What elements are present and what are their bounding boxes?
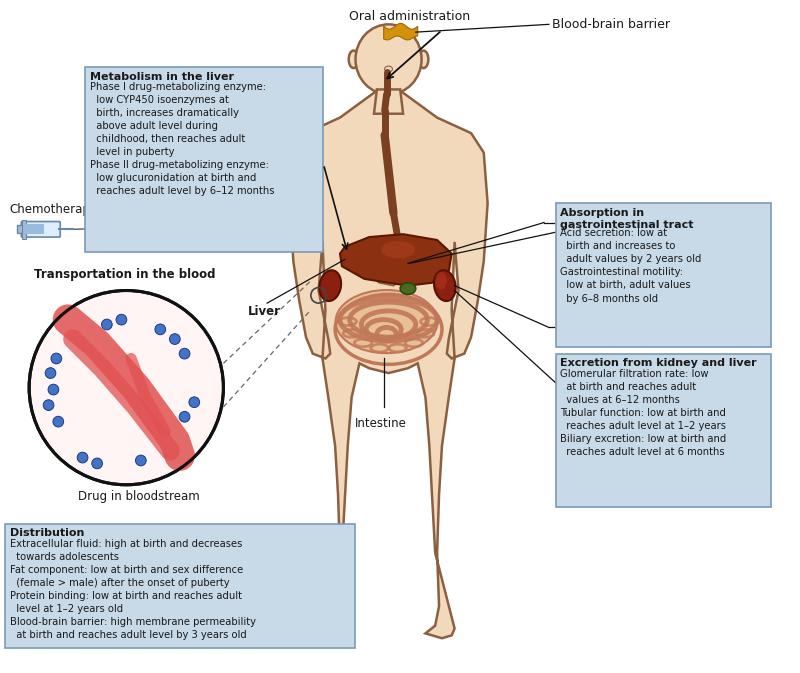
Polygon shape (384, 24, 418, 40)
Ellipse shape (349, 50, 358, 68)
Ellipse shape (435, 272, 447, 289)
Text: Blood-brain barrier: Blood-brain barrier (552, 18, 670, 31)
Text: Oral administration: Oral administration (350, 10, 470, 24)
Circle shape (116, 314, 126, 325)
Bar (24, 225, 44, 234)
Polygon shape (374, 90, 403, 114)
Bar (22, 219, 26, 239)
Circle shape (102, 319, 112, 330)
Text: Acid secretion: low at
  birth and increases to
  adult values by 2 years old
Ga: Acid secretion: low at birth and increas… (561, 228, 702, 304)
Ellipse shape (382, 241, 415, 258)
FancyBboxPatch shape (22, 221, 60, 237)
Ellipse shape (336, 290, 438, 353)
Text: Stomach: Stomach (556, 211, 607, 224)
Circle shape (29, 291, 223, 485)
Ellipse shape (319, 271, 341, 301)
Circle shape (189, 397, 200, 408)
Polygon shape (340, 234, 452, 285)
Ellipse shape (400, 283, 416, 294)
Text: Phase I drug-metabolizing enzyme:
  low CYP450 isoenzymes at
  birth, increases : Phase I drug-metabolizing enzyme: low CY… (90, 82, 275, 197)
Circle shape (43, 400, 54, 411)
Text: Chemotherapy: Chemotherapy (10, 203, 98, 216)
Circle shape (155, 324, 166, 334)
Text: Metabolism in the liver: Metabolism in the liver (90, 72, 234, 82)
Ellipse shape (434, 271, 456, 301)
Ellipse shape (385, 66, 393, 72)
Text: Absorption in
gastrointestinal tract: Absorption in gastrointestinal tract (561, 208, 694, 230)
Circle shape (92, 458, 102, 469)
FancyBboxPatch shape (5, 524, 354, 648)
Text: Distribution: Distribution (10, 528, 84, 538)
Text: Liver: Liver (248, 305, 281, 318)
Text: Excretion from kidney and liver: Excretion from kidney and liver (561, 359, 757, 369)
Ellipse shape (355, 24, 422, 94)
Circle shape (179, 411, 190, 422)
Circle shape (135, 455, 146, 466)
Text: Transportation in the blood: Transportation in the blood (34, 268, 215, 281)
FancyBboxPatch shape (556, 353, 771, 507)
Bar (18, 225, 23, 233)
Circle shape (53, 417, 64, 427)
Text: Glomerular filtration rate: low
  at birth and reaches adult
  values at 6–12 mo: Glomerular filtration rate: low at birth… (561, 369, 726, 457)
FancyBboxPatch shape (556, 203, 771, 347)
Circle shape (179, 349, 190, 359)
Circle shape (78, 452, 88, 463)
Circle shape (170, 334, 180, 345)
Circle shape (48, 384, 58, 395)
Text: Extracellular fluid: high at birth and decreases
  towards adolescents
Fat compo: Extracellular fluid: high at birth and d… (10, 538, 256, 640)
Text: Intestine: Intestine (354, 417, 406, 430)
Text: Kidney: Kidney (561, 316, 601, 329)
Polygon shape (290, 92, 488, 638)
Circle shape (51, 353, 62, 364)
FancyBboxPatch shape (86, 67, 323, 252)
Polygon shape (367, 247, 406, 285)
Ellipse shape (418, 50, 428, 68)
Text: Drug in bloodstream: Drug in bloodstream (78, 490, 199, 503)
Circle shape (45, 367, 56, 378)
